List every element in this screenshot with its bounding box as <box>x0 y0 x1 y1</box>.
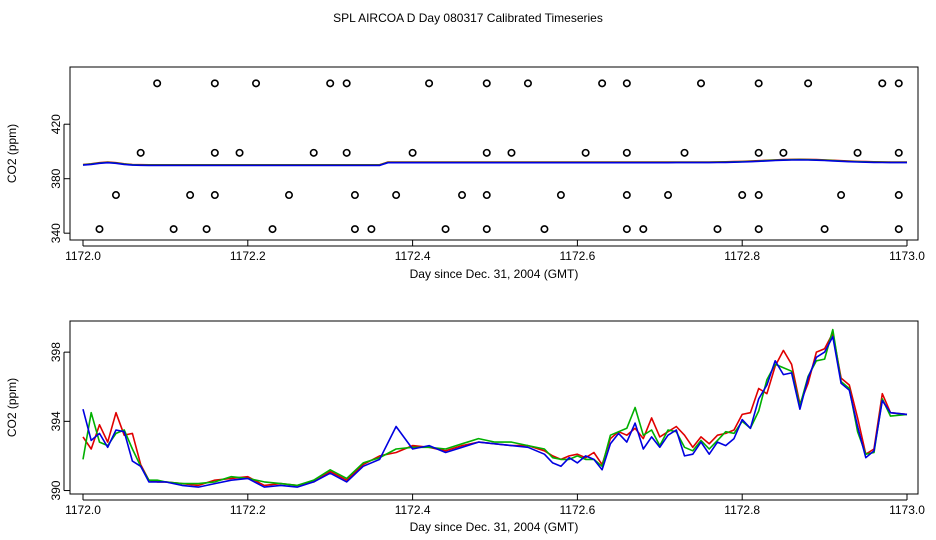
y-tick-label: 398 <box>49 342 63 362</box>
y-axis-label: CO2 (ppm) <box>5 378 19 437</box>
circle-marker <box>95 225 104 234</box>
circle-marker <box>639 225 648 234</box>
circle-marker <box>853 148 862 157</box>
circle-marker <box>664 191 673 200</box>
circle-marker <box>581 148 590 157</box>
x-tick-label: 1172.2 <box>230 503 266 517</box>
plot-frame <box>69 66 919 241</box>
series-blue-line <box>82 159 907 167</box>
x-tick-label: 1172.8 <box>724 503 760 517</box>
circle-marker <box>754 191 763 200</box>
x-tick-label: 1172.6 <box>559 249 595 263</box>
circle-marker <box>392 191 401 200</box>
circle-marker <box>458 191 467 200</box>
circle-marker <box>210 191 219 200</box>
circle-marker <box>754 225 763 234</box>
circle-marker <box>235 148 244 157</box>
x-tick-label: 1172.0 <box>65 503 101 517</box>
x-tick-label: 1172.2 <box>230 249 266 263</box>
circle-marker <box>754 148 763 157</box>
circle-marker <box>367 225 376 234</box>
circle-marker <box>210 79 219 88</box>
circle-marker <box>894 79 903 88</box>
circle-marker <box>425 79 434 88</box>
series-blue-line <box>82 335 908 488</box>
circle-marker <box>350 225 359 234</box>
x-tick-label: 1172.0 <box>65 249 101 263</box>
circle-marker <box>507 148 516 157</box>
circle-marker <box>210 148 219 157</box>
y-axis-label: CO2 (ppm) <box>5 124 19 183</box>
circle-marker <box>738 191 747 200</box>
x-tick-label: 1172.4 <box>395 503 431 517</box>
series-green-line <box>82 328 908 487</box>
circle-marker <box>268 225 277 234</box>
series-red-line <box>82 332 908 487</box>
circle-marker <box>441 225 450 234</box>
x-axis-label: Day since Dec. 31, 2004 (GMT) <box>410 520 579 534</box>
circle-marker <box>622 148 631 157</box>
circle-marker <box>252 79 261 88</box>
x-tick-label: 1172.4 <box>395 249 431 263</box>
circle-marker <box>202 225 211 234</box>
circle-marker <box>408 148 417 157</box>
x-tick-label: 1173.0 <box>889 503 925 517</box>
circle-marker <box>284 191 293 200</box>
circle-marker <box>878 79 887 88</box>
circle-marker <box>622 191 631 200</box>
chart-title: SPL AIRCOA D Day 080317 Calibrated Times… <box>333 11 603 25</box>
y-tick-label: 394 <box>49 411 63 431</box>
circle-marker <box>696 79 705 88</box>
circle-marker <box>482 79 491 88</box>
plot-frame <box>69 320 919 495</box>
circle-marker <box>837 191 846 200</box>
circle-marker <box>342 148 351 157</box>
circle-marker <box>894 148 903 157</box>
bottom-panel: 1172.0 1172.2 1172.4 1172.6 1172.8 1173.0 390 3… <box>5 320 925 534</box>
circle-marker <box>153 79 162 88</box>
x-tick-label: 1173.0 <box>889 249 925 263</box>
circle-marker <box>680 148 689 157</box>
circle-marker <box>622 79 631 88</box>
circle-marker <box>556 191 565 200</box>
circle-marker <box>598 79 607 88</box>
y-tick-label: 420 <box>49 114 63 134</box>
circle-marker <box>482 225 491 234</box>
circle-marker <box>754 79 763 88</box>
circle-marker <box>186 191 195 200</box>
circle-marker <box>342 79 351 88</box>
top-panel: 1172.0 1172.2 1172.4 1172.6 1172.8 1173.0 340 3… <box>5 66 925 281</box>
circle-marker <box>111 191 120 200</box>
circle-marker <box>523 79 532 88</box>
circle-marker <box>169 225 178 234</box>
circle-marker <box>482 191 491 200</box>
y-tick-label: 380 <box>49 168 63 188</box>
circle-marker <box>820 225 829 234</box>
circle-marker <box>136 148 145 157</box>
circle-marker <box>894 191 903 200</box>
circle-marker <box>622 225 631 234</box>
circle-marker <box>326 79 335 88</box>
circle-marker <box>540 225 549 234</box>
x-tick-label: 1172.8 <box>724 249 760 263</box>
y-tick-label: 390 <box>49 480 63 500</box>
circle-marker <box>713 225 722 234</box>
circle-marker <box>894 225 903 234</box>
circle-marker <box>350 191 359 200</box>
circle-marker <box>482 148 491 157</box>
circle-marker <box>309 148 318 157</box>
x-tick-label: 1172.6 <box>559 503 595 517</box>
circle-marker <box>779 148 788 157</box>
x-axis-label: Day since Dec. 31, 2004 (GMT) <box>410 267 579 281</box>
circle-marker <box>804 79 813 88</box>
y-tick-label: 340 <box>49 223 63 243</box>
